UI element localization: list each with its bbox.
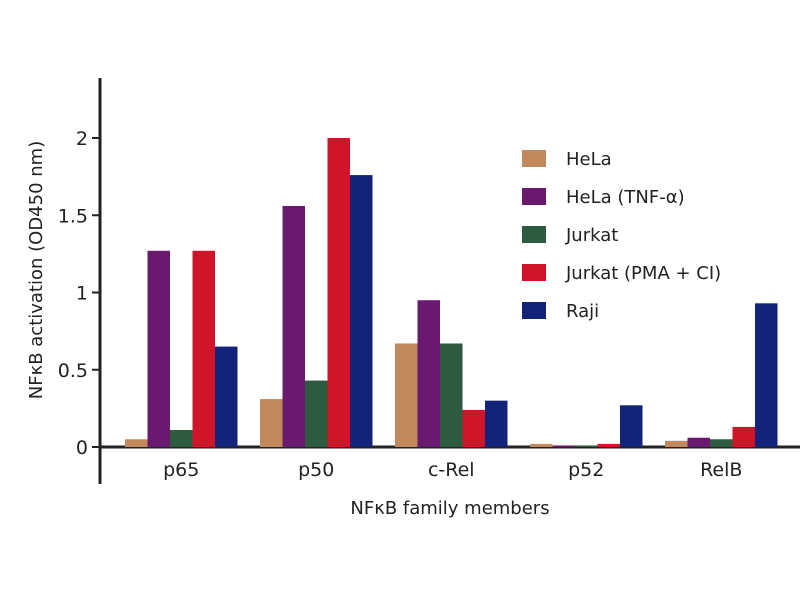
legend-swatch bbox=[522, 302, 546, 319]
legend-label: HeLa (TNF-α) bbox=[566, 187, 685, 208]
x-tick-label: RelB bbox=[700, 459, 742, 481]
bar-p52-4 bbox=[620, 405, 643, 447]
bar-RelB-2 bbox=[710, 439, 733, 447]
bar-c-Rel-4 bbox=[485, 400, 508, 447]
bar-p50-1 bbox=[282, 205, 305, 447]
bar-c-Rel-1 bbox=[417, 300, 440, 447]
legend-label: HeLa bbox=[566, 149, 612, 170]
bar-c-Rel-3 bbox=[462, 409, 485, 447]
bar-c-Rel-2 bbox=[440, 343, 463, 447]
legend-label: Raji bbox=[566, 301, 599, 322]
bar-RelB-4 bbox=[755, 303, 778, 447]
bar-RelB-3 bbox=[732, 426, 755, 447]
y-tick-label: 0.5 bbox=[58, 360, 88, 382]
x-axis-ticks: p65 p50 c-Rel p52 RelB bbox=[163, 459, 742, 481]
bar-p52-3 bbox=[597, 443, 620, 447]
y-tick-label: 1 bbox=[76, 283, 88, 305]
bar-p50-0 bbox=[260, 399, 283, 447]
bar-p50-3 bbox=[327, 138, 350, 447]
x-axis-title: NFκB family members bbox=[350, 498, 549, 519]
legend-label: Jurkat (PMA + CI) bbox=[565, 263, 721, 284]
bar-p65-0 bbox=[125, 439, 148, 447]
bar-p65-3 bbox=[192, 250, 215, 447]
legend-swatch bbox=[522, 264, 546, 281]
x-tick-label: c-Rel bbox=[428, 459, 475, 481]
bar-p52-0 bbox=[530, 443, 553, 447]
y-tick-label: 0 bbox=[76, 437, 88, 459]
bar-p50-4 bbox=[350, 175, 373, 447]
x-tick-label: p52 bbox=[568, 459, 604, 481]
bars-group bbox=[125, 138, 778, 447]
bar-RelB-1 bbox=[687, 437, 710, 447]
bar-RelB-0 bbox=[665, 440, 688, 447]
y-tick-label: 1.5 bbox=[58, 205, 88, 227]
x-tick-label: p65 bbox=[163, 459, 199, 481]
y-axis-title: NFκB activation (OD450 nm) bbox=[26, 141, 47, 399]
bar-p65-4 bbox=[215, 346, 238, 447]
bar-p65-2 bbox=[170, 430, 193, 447]
bar-p65-1 bbox=[147, 250, 170, 447]
bar-c-Rel-0 bbox=[395, 343, 418, 447]
y-tick-label: 2 bbox=[76, 128, 88, 150]
y-axis-ticks: 0 0.5 1 1.5 2 bbox=[58, 128, 100, 459]
legend-swatch bbox=[522, 188, 546, 205]
legend-swatch bbox=[522, 150, 546, 167]
legend-label: Jurkat bbox=[565, 225, 618, 246]
bar-p50-2 bbox=[305, 380, 328, 447]
x-tick-label: p50 bbox=[298, 459, 334, 481]
legend-swatch bbox=[522, 226, 546, 243]
legend: HeLa HeLa (TNF-α) Jurkat Jurkat (PMA + CI) R… bbox=[522, 149, 721, 322]
bar-p52-1 bbox=[552, 445, 575, 447]
bar-p52-2 bbox=[575, 445, 598, 447]
